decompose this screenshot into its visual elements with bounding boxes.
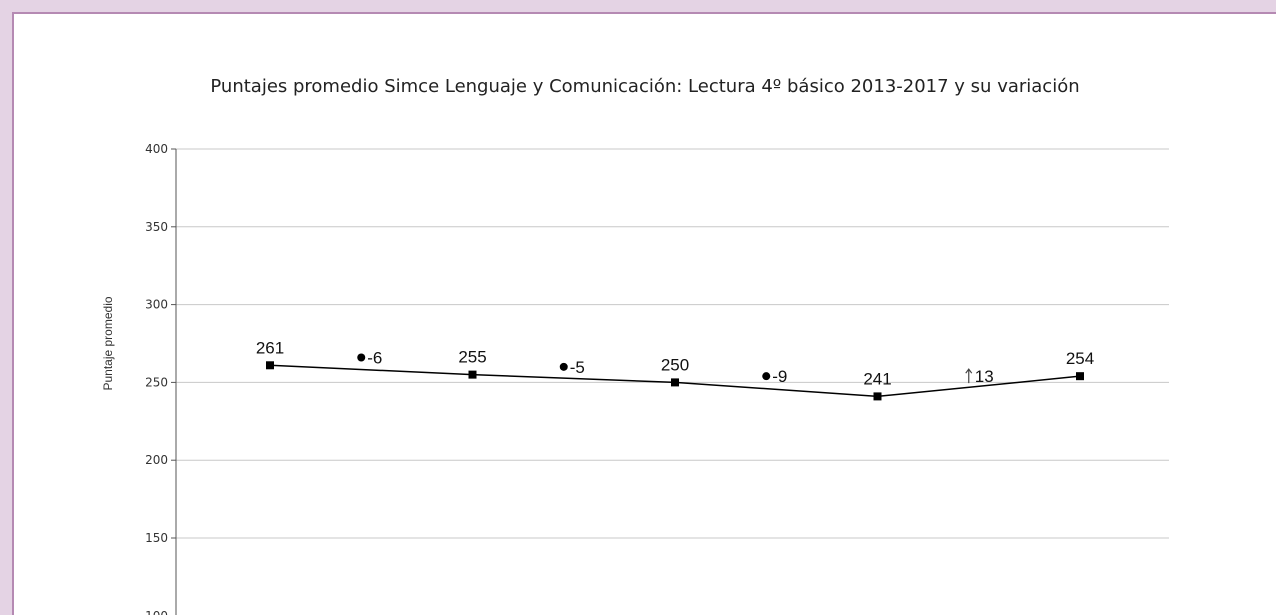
y-tick-label-300: 300: [145, 298, 168, 312]
variation-label-2: -9: [772, 367, 787, 386]
variation-up-arrow-3: [965, 368, 973, 384]
axes: 100 150 200 250 300 350 400 Puntaje promedio: [101, 142, 177, 615]
data-point-0: [266, 361, 274, 370]
line-chart: 100 150 200 250 300 350 400 Puntaje promedio 26…: [101, 142, 1169, 615]
data-label-2: 250: [661, 355, 689, 374]
data-point-1: [468, 370, 477, 379]
y-tick-label-350: 350: [145, 220, 168, 234]
y-tick-label-200: 200: [145, 453, 168, 467]
data-label-3: 241: [863, 369, 891, 388]
data-labels: 261 255 250 241 254: [256, 338, 1094, 388]
chart-frame: Puntajes promedio Simce Lenguaje y Comun…: [12, 12, 1276, 615]
y-tick-label-400: 400: [145, 142, 168, 156]
chart-title: Puntajes promedio Simce Lenguaje y Comun…: [210, 76, 1080, 97]
data-point-4: [1076, 372, 1084, 381]
variation-marker-1: [559, 362, 568, 371]
y-axis-label: Puntaje promedio: [101, 296, 115, 390]
data-label-4: 254: [1066, 349, 1094, 368]
variation-label-1: -5: [570, 358, 585, 377]
variation-label-0: -6: [367, 349, 382, 368]
data-label-0: 261: [256, 338, 284, 357]
variation-marker-2: [762, 372, 771, 381]
y-tick-label-100: 100: [145, 609, 168, 615]
data-point-3: [873, 392, 882, 401]
y-tick-label-150: 150: [145, 531, 168, 545]
data-label-1: 255: [458, 348, 486, 367]
data-point-2: [671, 378, 679, 387]
series: [266, 361, 1084, 401]
variation-marker-0: [357, 353, 366, 362]
variation-labels: -6 -5 -9 13: [357, 349, 994, 386]
variation-label-3: 13: [975, 367, 994, 386]
y-tick-label-250: 250: [145, 375, 168, 389]
